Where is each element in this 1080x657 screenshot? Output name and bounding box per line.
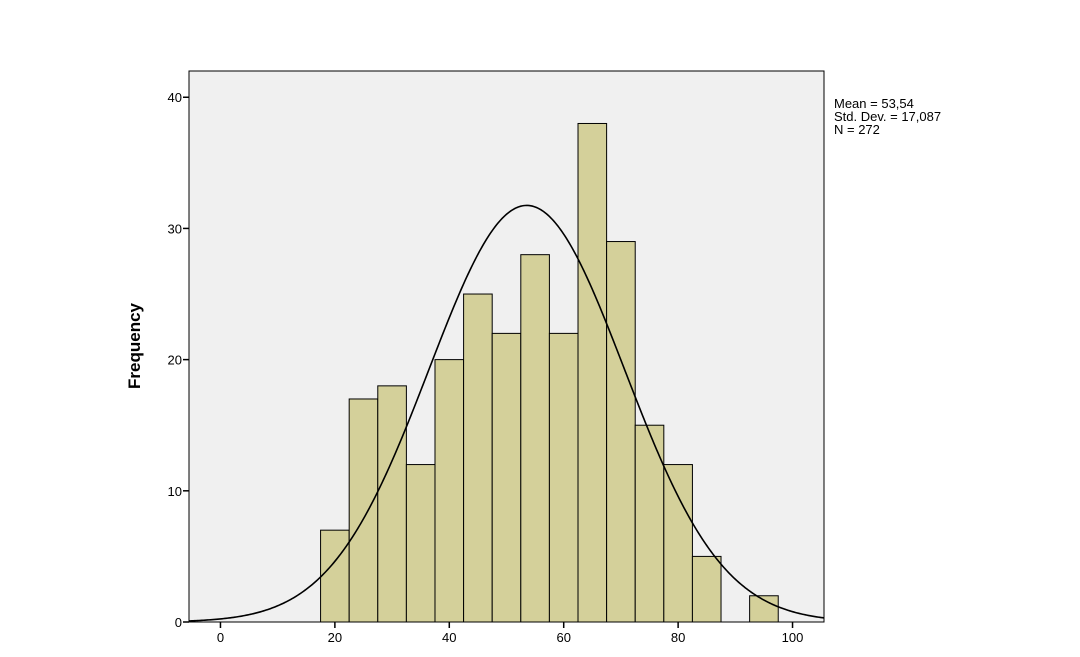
histogram-bar-8 xyxy=(548,332,579,623)
histogram-bar-6 xyxy=(491,332,522,623)
x-tick-label-0: 0 xyxy=(217,630,224,645)
stats-mean: Mean = 53,54 xyxy=(834,96,914,111)
histogram-bar-12 xyxy=(663,464,693,623)
y-tick-label-10: 10 xyxy=(168,484,182,499)
x-tick-label-80: 80 xyxy=(671,630,685,645)
histogram-bar-7 xyxy=(520,254,550,623)
y-tick-label-30: 30 xyxy=(168,221,182,236)
y-axis: 0 10 20 30 40 xyxy=(168,90,189,630)
stats-legend: Mean = 53,54 Std. Dev. = 17,087 N = 272 xyxy=(834,97,941,136)
y-tick-label-0: 0 xyxy=(175,615,182,630)
histogram-bar-11 xyxy=(634,424,665,623)
y-tick-label-40: 40 xyxy=(168,90,182,105)
stats-n: N = 272 xyxy=(834,122,880,137)
histogram-bar-1 xyxy=(348,398,379,623)
x-tick-label-60: 60 xyxy=(556,630,570,645)
normal-curve xyxy=(188,204,825,622)
x-tick-label-20: 20 xyxy=(328,630,342,645)
histogram-bar-5 xyxy=(463,293,493,623)
histogram-bar-3 xyxy=(405,464,436,623)
histogram-bar-0 xyxy=(320,529,350,623)
histogram-bar-9 xyxy=(577,122,608,623)
histogram-bar-10 xyxy=(606,241,636,623)
y-axis-title: Frequency xyxy=(125,302,144,389)
x-tick-label-100: 100 xyxy=(782,630,804,645)
histogram-bars xyxy=(320,122,779,623)
histogram-bar-4 xyxy=(434,359,465,623)
y-tick-label-20: 20 xyxy=(168,353,182,368)
x-axis: 0 20 40 60 80 100 xyxy=(217,622,804,645)
histogram-bar-13 xyxy=(691,555,722,623)
stats-std-dev: Std. Dev. = 17,087 xyxy=(834,109,942,124)
x-tick-label-40: 40 xyxy=(442,630,456,645)
histogram-bar-2 xyxy=(377,385,407,623)
